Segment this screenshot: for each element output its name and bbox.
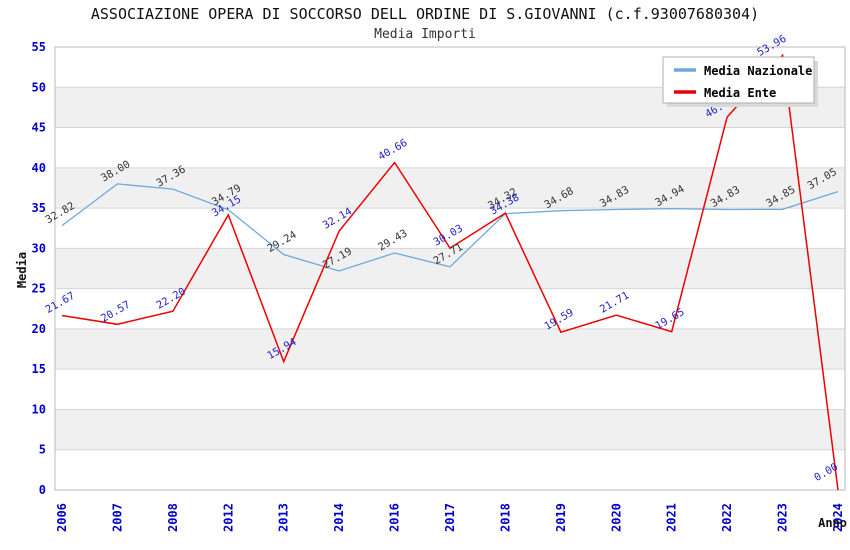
x-tick-label: 2022 (720, 503, 734, 532)
x-tick-label: 2014 (332, 503, 346, 532)
x-tick-label: 2007 (110, 503, 124, 532)
value-label-ente: 22.20 (154, 286, 187, 312)
x-tick-label: 2008 (166, 503, 180, 532)
value-label-ente: 40.66 (376, 137, 409, 163)
y-tick-label: 35 (32, 201, 46, 215)
legend: Media Nazionale Media Ente (662, 56, 818, 107)
y-tick-label: 55 (32, 40, 46, 54)
y-tick-label: 15 (32, 362, 46, 376)
x-tick-label: 2019 (554, 503, 568, 532)
value-label-ente: 32.14 (321, 205, 354, 231)
x-tick-label: 2018 (498, 503, 512, 532)
chart-subtitle: Media Importi (374, 27, 476, 42)
x-tick-label: 2024 (831, 503, 845, 532)
legend-label-ente: Media Ente (704, 86, 776, 100)
x-tick-label: 2012 (221, 503, 235, 532)
value-label-ente: 21.67 (44, 290, 77, 316)
y-axis-title: Media (15, 252, 29, 288)
x-tick-label: 2016 (388, 503, 402, 532)
y-tick-label: 0 (39, 483, 46, 497)
y-tick-label: 50 (32, 80, 46, 94)
value-label-ente: 19.65 (653, 306, 686, 332)
x-tick-label: 2023 (776, 503, 790, 532)
value-label-ente: 0.00 (812, 461, 840, 484)
grid-band (55, 328, 845, 370)
x-axis-title: Anno (818, 516, 847, 530)
chart-title: ASSOCIAZIONE OPERA DI SOCCORSO DELL ORDI… (91, 5, 759, 23)
value-label-ente: 21.71 (598, 289, 631, 315)
y-tick-label: 10 (32, 402, 46, 416)
series-line-nazionale (61, 183, 839, 272)
plot-area: 21.67 20.5722.2034.1515.9432.1440.6630.03… (32, 33, 846, 532)
y-tick-label: 5 (39, 443, 46, 457)
x-tick-label: 2013 (277, 503, 291, 532)
y-tick-label: 40 (32, 161, 46, 175)
legend-box (662, 56, 815, 104)
x-tick-label: 2021 (665, 503, 679, 532)
value-label-ente: 53.96 (755, 33, 788, 59)
value-label-ente: 20.57 (99, 299, 132, 325)
plot-border (54, 46, 846, 491)
y-tick-label: 25 (32, 282, 46, 296)
x-tick-label: 2017 (443, 503, 457, 532)
y-tick-label: 30 (32, 241, 46, 255)
grid-band (55, 248, 845, 289)
grid-band (55, 409, 845, 450)
y-tick-label: 45 (32, 121, 46, 135)
y-tick-label: 20 (32, 322, 46, 336)
series-line-ente (61, 53, 839, 491)
legend-label-nazionale: Media Nazionale (704, 64, 812, 78)
x-tick-label: 2006 (55, 503, 69, 532)
x-tick-label: 2020 (609, 503, 623, 532)
grid-band (55, 167, 845, 209)
